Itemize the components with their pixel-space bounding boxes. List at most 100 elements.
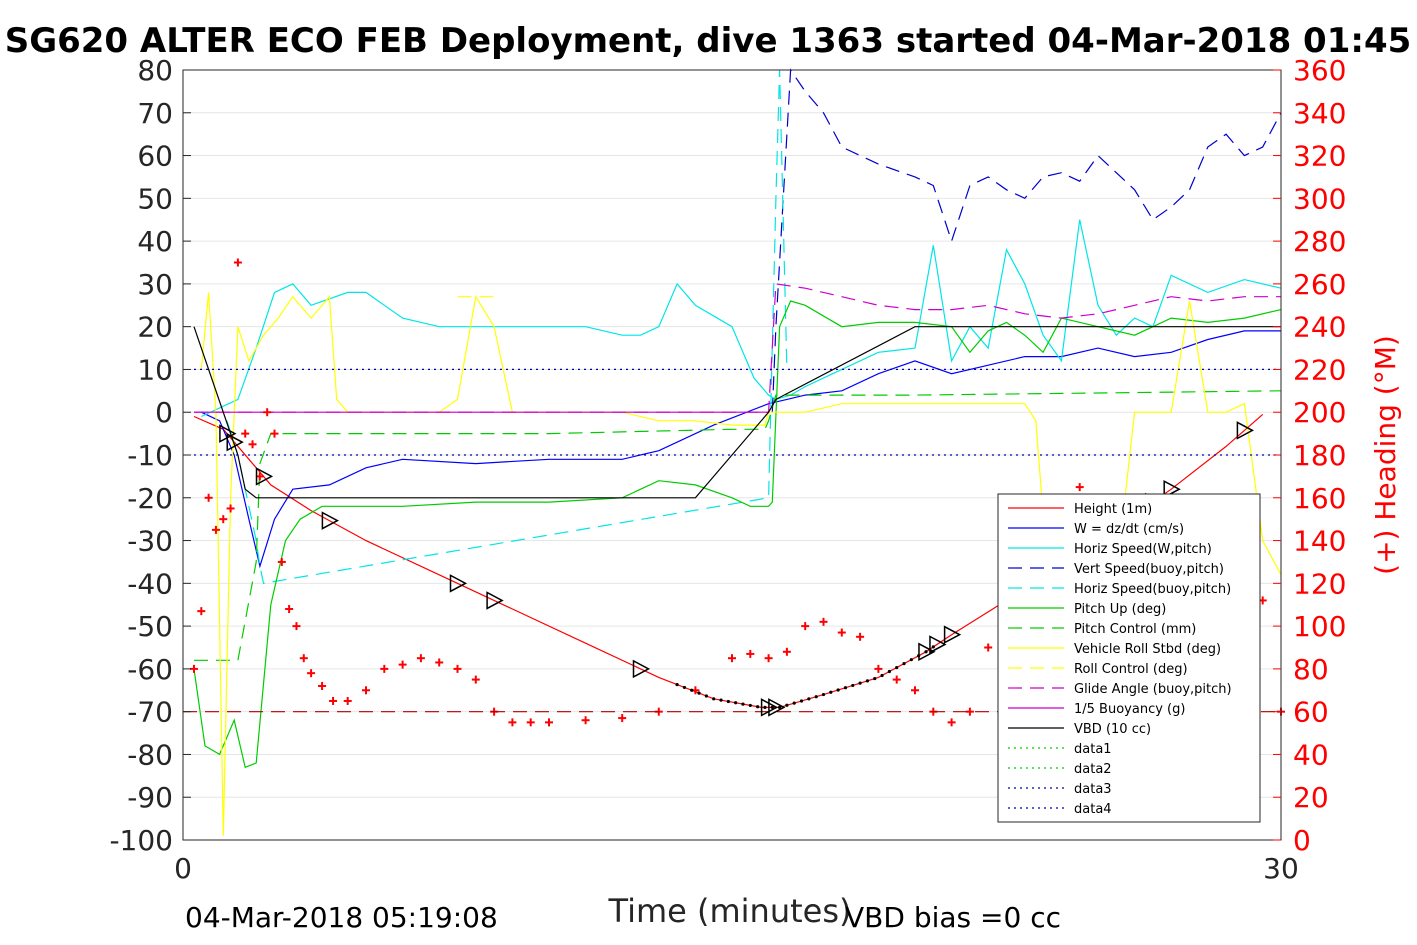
surface-dot xyxy=(880,673,884,678)
heading-point-49 xyxy=(984,643,993,652)
surface-dot xyxy=(697,691,701,695)
legend-item-10: 1/5 Buoyancy (g) xyxy=(1008,702,1185,717)
left-tick-label-6: 20 xyxy=(137,311,173,344)
heading-point-25 xyxy=(453,664,462,673)
series-line-4 xyxy=(226,69,788,584)
heading-point-4 xyxy=(219,515,228,524)
left-tick-label-8: 0 xyxy=(155,396,173,429)
left-tick-label-11: -30 xyxy=(127,525,173,558)
surface-dot xyxy=(843,686,848,690)
legend-label-11: VBD (10 cc) xyxy=(1074,722,1151,737)
surface-dot xyxy=(821,692,826,697)
legend-item-3: Vert Speed(buoy,pitch) xyxy=(1008,562,1224,577)
series-line-3 xyxy=(771,68,1282,413)
left-tick-label-9: -10 xyxy=(127,439,173,472)
left-tick-label-1: 70 xyxy=(137,97,173,130)
footer-timestamp: 04-Mar-2018 05:19:08 xyxy=(185,901,498,934)
surface-dot xyxy=(682,685,687,690)
heading-point-54 xyxy=(1075,483,1084,492)
heading-point-39 xyxy=(801,622,810,631)
surface-dot xyxy=(887,669,891,674)
triangle-marker-5 xyxy=(486,591,504,610)
heading-point-44 xyxy=(892,675,901,684)
heading-point-7 xyxy=(241,429,250,438)
left-tick-label-7: 10 xyxy=(137,353,173,386)
legend: Height (1m) W = dz/dt (cm/s) Horiz Speed(W… xyxy=(997,493,1261,823)
right-tick-label-8: 200 xyxy=(1293,396,1346,429)
right-tick-label-18: 0 xyxy=(1293,824,1311,857)
legend-label-13: data2 xyxy=(1074,762,1112,777)
heading-point-12 xyxy=(277,557,286,566)
right-tick-label-16: 40 xyxy=(1293,738,1329,771)
heading-point-8 xyxy=(248,440,257,449)
triangle-marker-8 xyxy=(768,698,786,717)
left-tick-label-18: -100 xyxy=(109,824,173,857)
legend-item-11: VBD (10 cc) xyxy=(1008,722,1151,737)
legend-item-9: Glide Angle (buoy,pitch) xyxy=(1008,682,1232,697)
heading-point-29 xyxy=(526,718,535,727)
heading-point-11 xyxy=(270,429,279,438)
legend-item-0: Height (1m) xyxy=(1008,502,1152,517)
heading-point-40 xyxy=(819,617,828,626)
heading-point-38 xyxy=(782,647,791,656)
surface-dot xyxy=(858,681,862,685)
right-tick-label-11: 140 xyxy=(1293,525,1346,558)
surface-dot xyxy=(814,695,818,699)
heading-point-3 xyxy=(211,525,220,534)
surface-dot xyxy=(909,658,913,662)
right-tick-label-14: 80 xyxy=(1293,653,1329,686)
heading-point-47 xyxy=(947,718,956,727)
heading-point-1 xyxy=(197,607,206,616)
legend-label-4: Horiz Speed(buoy,pitch) xyxy=(1074,582,1231,597)
legend-item-12: data1 xyxy=(1008,742,1112,757)
heading-point-19 xyxy=(343,696,352,705)
surface-dot xyxy=(851,683,855,688)
heading-point-2 xyxy=(204,493,213,502)
legend-label-14: data3 xyxy=(1074,782,1112,797)
heading-point-31 xyxy=(581,716,590,725)
left-axis-ticks: 80 70 60 50 40 30 20 10 0 -10 -20 -30 -40 -50 -60 -70 -8… xyxy=(109,54,191,857)
series-line-11 xyxy=(193,326,1281,499)
x-axis-ticks: 0 30 xyxy=(174,832,1299,885)
surface-dot xyxy=(792,701,796,705)
heading-point-48 xyxy=(965,707,974,716)
heading-point-32 xyxy=(618,714,627,723)
surface-dot xyxy=(829,690,833,694)
left-tick-label-3: 50 xyxy=(137,182,173,215)
legend-item-1: W = dz/dt (cm/s) xyxy=(1008,522,1184,537)
heading-point-22 xyxy=(398,660,407,669)
heading-point-41 xyxy=(837,628,846,637)
heading-point-45 xyxy=(911,686,919,695)
legend-label-3: Vert Speed(buoy,pitch) xyxy=(1074,562,1224,577)
right-tick-label-10: 160 xyxy=(1293,482,1346,515)
heading-point-21 xyxy=(380,664,389,673)
heading-point-30 xyxy=(545,718,553,727)
series-line-2 xyxy=(201,219,1282,418)
right-tick-label-5: 260 xyxy=(1293,268,1346,301)
surface-dot xyxy=(675,682,679,687)
left-tick-label-15: -70 xyxy=(127,696,173,729)
right-tick-label-6: 240 xyxy=(1293,311,1346,344)
legend-label-12: data1 xyxy=(1074,742,1112,757)
legend-item-2: Horiz Speed(W,pitch) xyxy=(1008,542,1212,557)
surface-dot xyxy=(777,705,782,709)
footer-vbd-bias: VBD bias =0 cc xyxy=(845,901,1061,934)
surface-dot xyxy=(931,645,935,649)
legend-item-4: Horiz Speed(buoy,pitch) xyxy=(1008,582,1231,597)
surface-dot xyxy=(902,662,906,666)
heading-point-13 xyxy=(285,605,294,613)
triangle-marker-6 xyxy=(632,659,651,679)
right-axis-label: (+) Heading (°M) xyxy=(1369,335,1402,575)
triangle-marker-1 xyxy=(226,432,244,452)
left-tick-label-16: -80 xyxy=(127,738,173,771)
left-tick-label-13: -50 xyxy=(127,610,173,643)
triangle-marker-16 xyxy=(1236,421,1254,440)
heading-point-10 xyxy=(263,408,272,417)
right-tick-label-1: 340 xyxy=(1293,97,1346,130)
right-tick-label-15: 60 xyxy=(1293,696,1329,729)
legend-label-9: Glide Angle (buoy,pitch) xyxy=(1074,682,1232,697)
surface-dot xyxy=(865,679,870,683)
surface-dot xyxy=(734,701,738,705)
legend-label-8: Roll Control (deg) xyxy=(1074,662,1188,677)
